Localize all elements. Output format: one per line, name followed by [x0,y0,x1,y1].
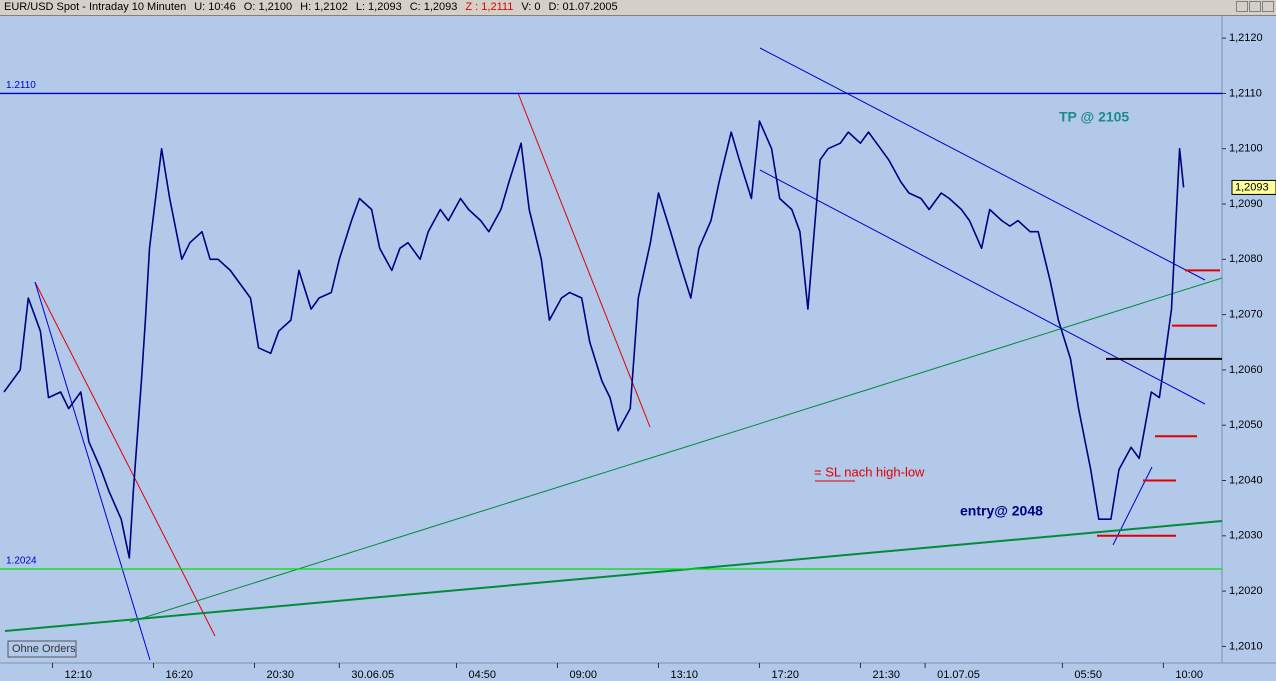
trendline [517,92,651,428]
y-tick-label: 1,2110 [1229,87,1262,99]
x-tick-label: 09:00 [569,669,597,681]
sl-annotation: = SL nach high-low [814,464,925,479]
y-tick-label: 1,2050 [1229,419,1263,431]
trendlines [4,47,1223,661]
orders-button-label[interactable]: Ohne Orders [12,643,76,655]
x-tick-label: 30.06.05 [351,669,394,681]
y-tick-label: 1,2080 [1229,253,1263,265]
window-buttons [1236,1,1274,12]
trendline [4,520,1223,632]
close-button[interactable] [1262,1,1274,12]
x-tick-label: 12:10 [65,669,93,681]
y-tick-label: 1,2020 [1229,585,1263,597]
last-price-label: 1,2093 [1235,181,1269,193]
low: L: 1,2093 [355,1,402,13]
horizontal-line-label: 1.2110 [6,80,36,91]
high: H: 1,2102 [300,1,348,13]
date: D: 01.07.2005 [548,1,618,13]
trendline [34,281,216,637]
price-line [3,120,1185,559]
x-tick-label: 16:20 [166,669,194,681]
y-tick-label: 1,2030 [1229,530,1263,542]
y-tick-label: 1,2040 [1229,474,1263,486]
orders-button[interactable] [7,640,77,658]
trendline [1112,466,1153,546]
open: O: 1,2100 [243,1,293,13]
x-tick-label: 21:30 [872,669,900,681]
trendline [34,281,151,661]
x-tick-label: 01.07.05 [937,669,980,681]
y-tick-label: 1,2090 [1229,198,1263,210]
trendline [129,277,1223,623]
y-tick-label: 1,2060 [1229,364,1263,376]
y-tick-label: 1,2070 [1229,309,1263,321]
x-tick-label: 17:20 [771,669,799,681]
last-price-box [1231,179,1276,195]
x-tick-label: 05:50 [1074,669,1102,681]
restore-button[interactable] [1249,1,1261,12]
title-bar: EUR/USD Spot - Intraday 10 Minuten U: 10:… [0,0,1276,16]
y-tick-label: 1,2120 [1229,32,1263,44]
y-tick-label: 1,2100 [1229,143,1263,155]
x-tick-label: 13:10 [670,669,698,681]
trendline [759,169,1206,405]
y-tick-label: 1,2010 [1229,640,1263,652]
time: U: 10:46 [194,1,236,13]
volume: V: 0 [521,1,541,13]
instrument: EUR/USD Spot - Intraday 10 Minuten [4,1,187,13]
horizontal-line-label: 1.2024 [6,556,37,567]
x-tick-label: 04:50 [468,669,496,681]
close: C: 1,2093 [409,1,458,13]
z-value: Z : 1,2111 [465,1,514,13]
chart: TP @ 2105 = SL nach high-low entry@ 2048… [0,16,1276,681]
minimize-button[interactable] [1236,1,1248,12]
x-tick-label: 10:00 [1175,669,1203,681]
x-tick-label: 20:30 [266,669,294,681]
entry-annotation: entry@ 2048 [960,503,1043,519]
tp-annotation: TP @ 2105 [1059,109,1129,125]
trendline [759,47,1206,281]
